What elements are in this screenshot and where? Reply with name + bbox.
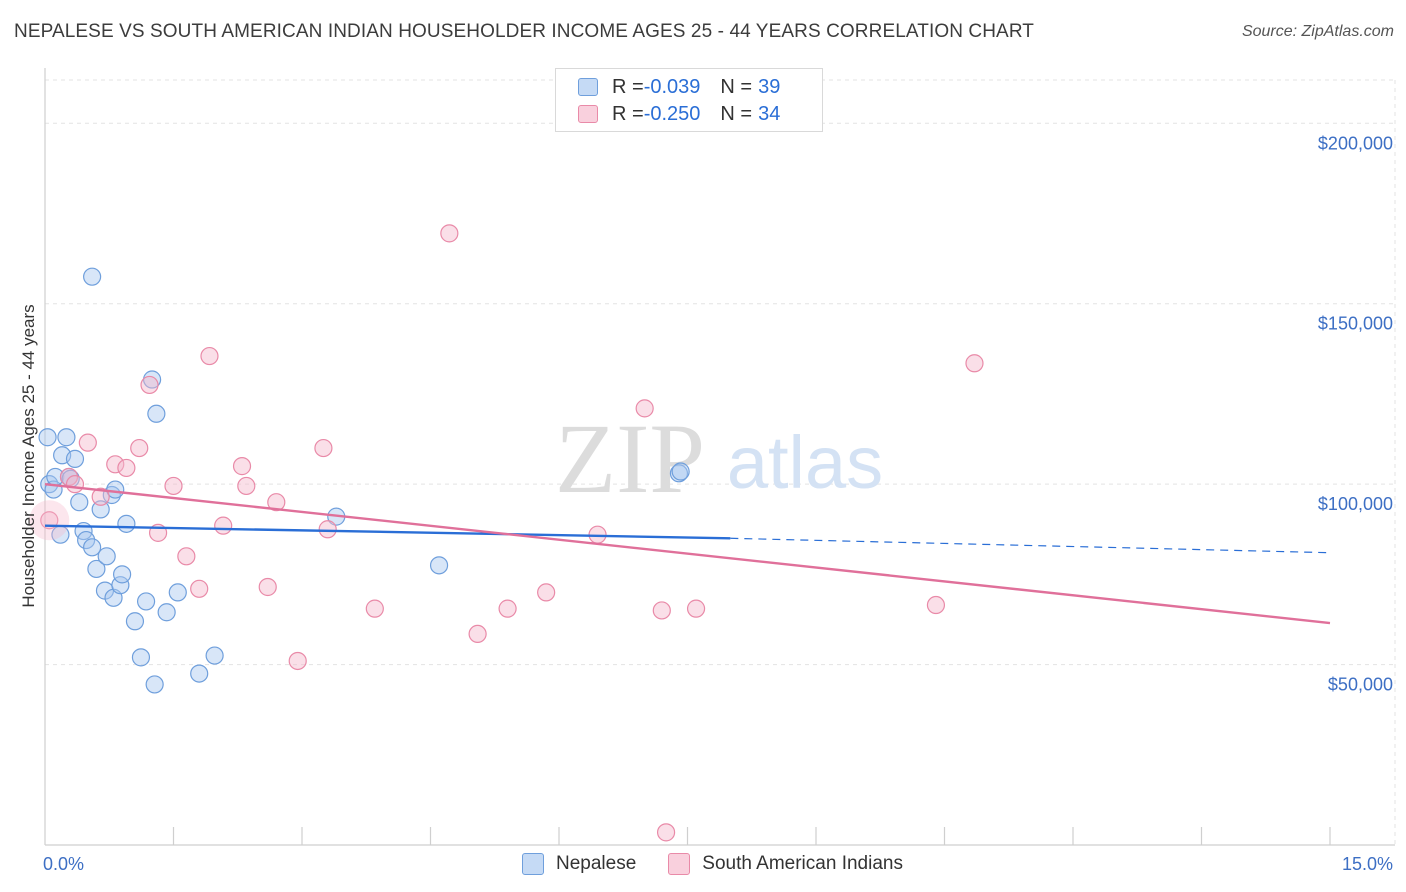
chart-title: NEPALESE VS SOUTH AMERICAN INDIAN HOUSEH… [14,21,1035,42]
nepalese-point [57,428,76,447]
nepalese-point [125,612,145,631]
south-american-indian-point [91,487,110,506]
series-label-south-american-indians: South American Indians [702,853,903,874]
south-american-indian-point [106,455,125,474]
legend-r-value: -0.039 [643,75,701,98]
south-american-indian-point [237,476,256,496]
nepalese-point [112,565,132,584]
legend-row-south-american-indians: R = -0.250 N = 34 [578,101,780,127]
south-american-indian-point [652,601,671,620]
legend-n-value: 39 [758,75,781,98]
legend-r-label: R = [612,75,644,98]
south-american-indian-point [267,493,286,512]
legend-n-value: 34 [758,102,781,125]
nepalese-point [70,493,89,512]
y-tick-label: $50,000 [1328,675,1393,695]
south-american-indian-point [314,438,333,458]
y-tick-label: $150,000 [1318,314,1393,334]
south-american-indian-point [78,433,97,452]
south-american-indian-point [214,516,233,535]
nepalese-trend-extension [730,537,1331,554]
south-american-indian-point [232,457,252,476]
legend-n-label: N = [720,102,753,125]
series-label-nepalese: Nepalese [556,853,637,874]
source-label: Source: ZipAtlas.com [1241,23,1394,40]
nepalese-point [157,603,176,622]
south-american-indian-point [926,595,946,615]
nepalese-point [91,500,110,519]
watermark: ZIP atlas [555,403,883,514]
south-american-indian-point [59,467,79,487]
south-american-indian-point [258,577,277,597]
y-axis-title: Householder Income Ages 25 - 44 years [19,304,38,607]
nepalese-trend-line [44,524,731,540]
series-swatch-nepalese [522,853,544,875]
legend-row-nepalese: R = -0.039 N = 39 [578,74,780,100]
south-american-indian-point [656,823,676,842]
south-american-indian-point [177,547,196,566]
nepalese-point [106,480,125,499]
legend-r-value: -0.250 [643,102,701,125]
south-american-indian-point [635,399,654,418]
south-american-indian-point [140,375,159,395]
tick-labels: $50,000 $100,000 $150,000 $200,000 0.0% 15.0%… [19,133,1393,874]
nepalese-point [117,514,136,533]
south-american-indian-point [65,475,85,494]
south-american-indian-point [288,651,307,671]
nepalese-point [97,547,116,566]
nepalese-point [77,530,96,550]
legend-swatch-south-american-indians [578,105,598,123]
south-american-indian-point [537,583,556,602]
nepalese-point [190,664,209,683]
south-american-indian-cluster [29,500,70,541]
watermark-atlas: atlas [727,421,883,504]
nepalese-point [205,646,224,665]
y-tick-label: $200,000 [1318,133,1393,153]
series-legend-south-american-indians: South American Indians [668,853,903,875]
legend-n-label: N = [720,75,753,98]
y-tick-label: $100,000 [1318,494,1393,514]
south-american-indian-trend-line [44,482,1331,625]
nepalese-point [136,592,156,611]
south-american-indian-point [130,438,149,458]
nepalese-point [65,449,85,468]
nepalese-point [429,556,449,575]
series-swatch-south-american-indians [668,853,691,875]
nepalese-point [83,538,102,557]
nepalese-point [145,675,164,694]
nepalese-point [38,428,57,447]
series-legend-nepalese: Nepalese [522,853,636,875]
south-american-indian-point [117,458,136,478]
x-tick-label-max: 15.0% [1342,854,1393,874]
axes [44,68,1395,846]
nepalese-point [83,267,102,286]
watermark-zip: ZIP [555,403,705,514]
nepalese-point [168,583,187,602]
legend-swatch-nepalese [578,78,598,96]
legend-r-label: R = [612,102,644,125]
south-american-indian-point [965,354,984,373]
data-points [29,224,984,842]
south-american-indian-point [468,624,487,644]
nepalese-point [87,559,106,579]
south-american-indian-point [686,599,706,618]
x-tick-label-min: 0.0% [43,854,84,874]
nepalese-point [671,462,690,481]
nepalese-point [131,648,151,667]
south-american-indian-point [318,520,337,539]
south-american-indian-point [200,346,219,366]
south-american-indian-point [440,224,459,243]
south-american-indian-point [498,599,517,618]
trend-lines [44,482,1331,625]
south-american-indian-point [190,579,209,598]
series-legend: Nepalese South American Indians [522,851,935,877]
correlation-legend: R = -0.039 N = 39 R = -0.250 N = 34 [555,68,823,132]
nepalese-point [147,404,166,423]
south-american-indian-point [164,476,183,496]
south-american-indian-point [365,599,384,618]
